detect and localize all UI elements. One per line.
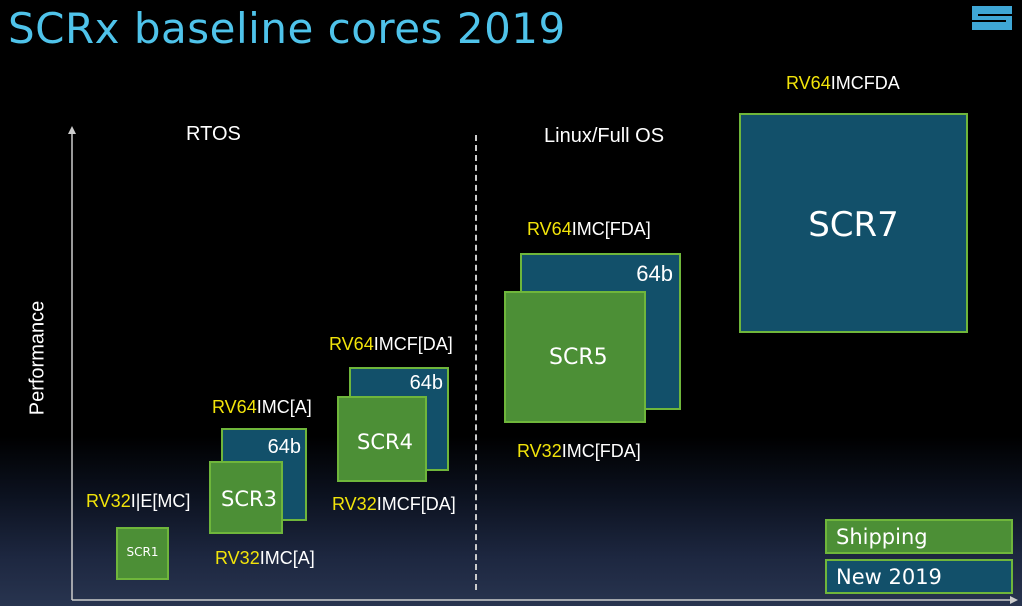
scr1-isa-label: RV32I|E[MC] — [86, 491, 190, 512]
scr3-isa-top-suffix: IMC[A] — [256, 397, 312, 417]
scr7-core-name: SCR7 — [808, 205, 899, 245]
section-label-linux: Linux/Full OS — [544, 125, 665, 147]
scr7-box: SCR7 — [739, 113, 968, 333]
scr5-isa-bottom-prefix: RV32 — [517, 441, 562, 461]
scr7-isa-top-label: RV64IMCFDA — [786, 73, 900, 94]
scr5-core-name: SCR5 — [549, 345, 608, 370]
y-axis-label: Performance — [26, 300, 49, 416]
legend-new-2019: New 2019 — [825, 559, 1013, 594]
scr5-bits-label: 64b — [636, 261, 673, 286]
scr4-isa-top-suffix: IMCF[DA] — [373, 334, 453, 354]
legend-new-2019-label: New 2019 — [836, 565, 942, 589]
y-axis-arrow-icon — [68, 126, 76, 134]
scr4-bits-label: 64b — [409, 372, 443, 394]
section-label-rtos: RTOS — [186, 123, 241, 145]
scr4-isa-bottom-label: RV32IMCF[DA] — [332, 494, 456, 515]
scr1-isa-suffix: I|E[MC] — [130, 491, 191, 511]
page-title: SCRx baseline cores 2019 — [8, 4, 566, 53]
scr3-bits-label: 64b — [267, 436, 301, 458]
scr1-core-name: SCR1 — [126, 545, 159, 559]
scr3-isa-bottom-suffix: IMC[A] — [259, 548, 315, 568]
scr7-isa-top-prefix: RV64 — [786, 73, 831, 93]
x-axis-arrow-icon — [1010, 596, 1018, 604]
scr4-core-name: SCR4 — [357, 430, 413, 454]
scr1-isa-prefix: RV32 — [86, 491, 131, 511]
scr4-isa-top-prefix: RV64 — [329, 334, 374, 354]
scr3-isa-top-prefix: RV64 — [212, 397, 257, 417]
legend-shipping: Shipping — [825, 519, 1013, 554]
scr1-core-box: SCR1 — [116, 527, 169, 580]
company-logo-icon — [972, 6, 1012, 30]
section-divider — [475, 135, 477, 590]
scr4-isa-top-label: RV64IMCF[DA] — [329, 334, 453, 355]
scr5-isa-top-label: RV64IMC[FDA] — [527, 219, 651, 240]
scr3-32b-box: SCR3 — [209, 461, 283, 534]
scr5-isa-top-suffix: IMC[FDA] — [571, 219, 651, 239]
scr3-isa-bottom-label: RV32IMC[A] — [215, 548, 315, 569]
scr4-isa-bottom-suffix: IMCF[DA] — [376, 494, 456, 514]
scr7-isa-top-suffix: IMCFDA — [830, 73, 900, 93]
scr5-32b-box: SCR5 — [504, 291, 646, 423]
legend-shipping-label: Shipping — [836, 525, 928, 549]
scr5-isa-bottom-suffix: IMC[FDA] — [561, 441, 641, 461]
scr3-core-name: SCR3 — [221, 487, 277, 511]
scr3-isa-top-label: RV64IMC[A] — [212, 397, 312, 418]
scr5-isa-top-prefix: RV64 — [527, 219, 572, 239]
scr3-isa-bottom-prefix: RV32 — [215, 548, 260, 568]
scr5-isa-bottom-label: RV32IMC[FDA] — [517, 441, 641, 462]
scr4-isa-bottom-prefix: RV32 — [332, 494, 377, 514]
scr4-32b-box: SCR4 — [337, 396, 427, 482]
